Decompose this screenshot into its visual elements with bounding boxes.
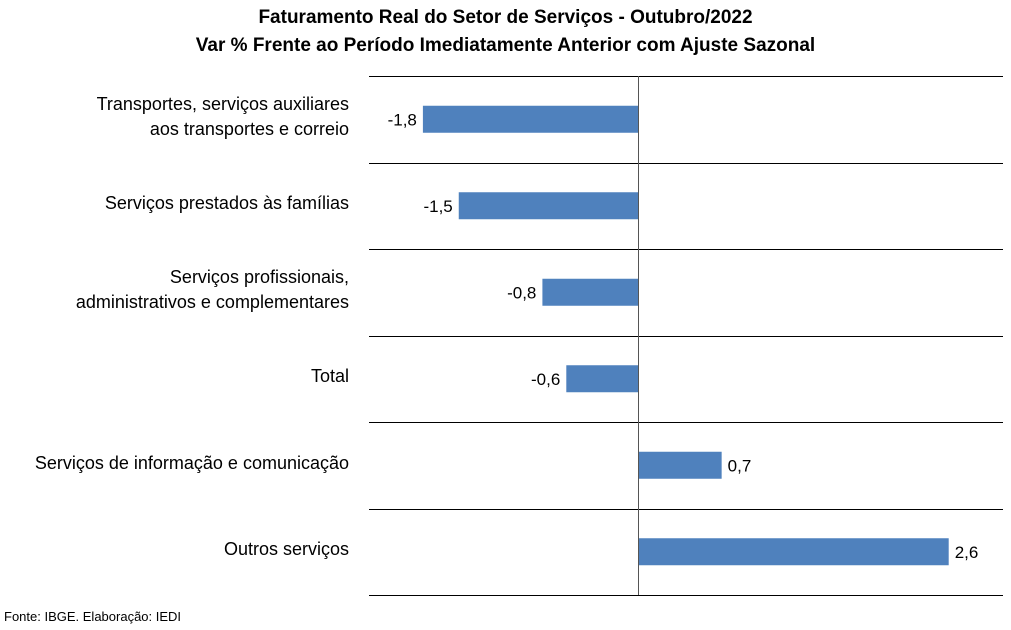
category-label-line: Outros serviços bbox=[223, 539, 349, 560]
category-label-line: Serviços de informação e comunicação bbox=[34, 452, 349, 473]
chart-subtitle: Var % Frente ao Período Imediatamente An… bbox=[195, 35, 816, 56]
data-label: 2,6 bbox=[955, 543, 979, 562]
bar bbox=[638, 451, 722, 479]
category-label-line: administrativos e complementares bbox=[75, 292, 349, 313]
chart-title: Faturamento Real do Setor de Serviços - … bbox=[258, 7, 753, 28]
bar bbox=[458, 192, 638, 220]
category-label: Total bbox=[0, 364, 349, 389]
bar bbox=[542, 278, 638, 306]
data-label: 0,7 bbox=[728, 456, 752, 475]
source-note: Fonte: IBGE. Elaboração: IEDI bbox=[4, 609, 182, 624]
category-label: Serviços prestados às famílias bbox=[0, 191, 349, 216]
category-label-line: Transportes, serviços auxiliares bbox=[96, 94, 349, 115]
category-label-line: Serviços prestados às famílias bbox=[104, 193, 349, 214]
bar bbox=[638, 538, 949, 566]
category-label: Transportes, serviços auxiliares aos tran… bbox=[0, 92, 349, 142]
data-label: -1,5 bbox=[423, 197, 452, 216]
data-label: -1,8 bbox=[388, 110, 417, 129]
data-label: -0,6 bbox=[531, 370, 560, 389]
category-label-line: aos transportes e correio bbox=[149, 119, 349, 140]
category-label-line: Serviços profissionais, bbox=[169, 267, 349, 288]
bar bbox=[422, 105, 638, 133]
category-label: Serviços profissionais, administrativos e… bbox=[0, 265, 349, 315]
bar bbox=[566, 365, 638, 393]
category-label: Serviços de informação e comunicação bbox=[0, 451, 349, 476]
category-label-line: Total bbox=[310, 366, 349, 387]
data-label: -0,8 bbox=[507, 283, 536, 302]
category-label: Outros serviços bbox=[0, 537, 349, 562]
